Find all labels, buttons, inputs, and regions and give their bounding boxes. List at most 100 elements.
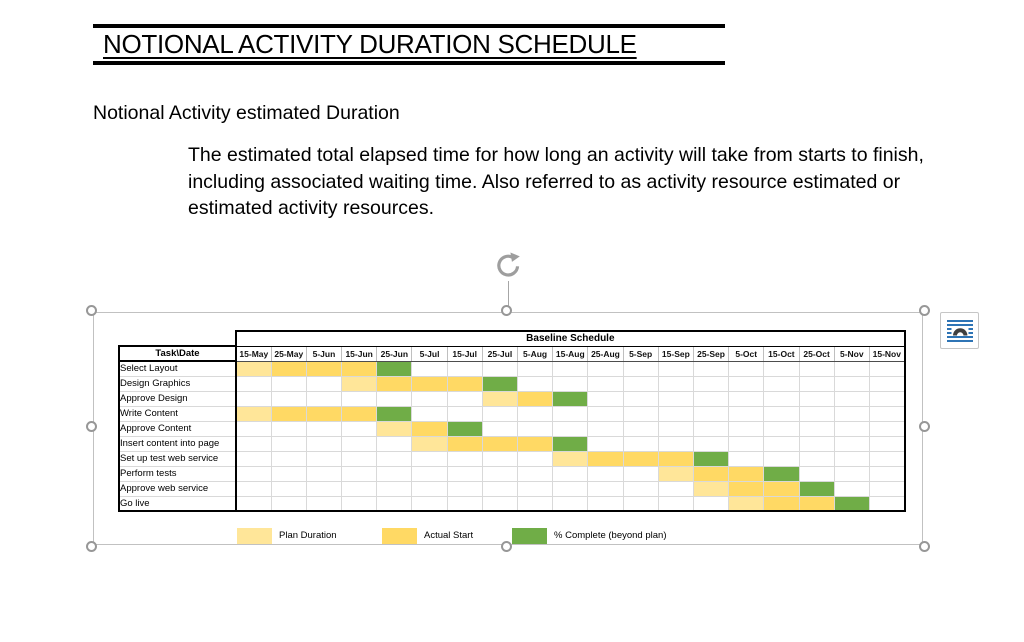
empty-cell (728, 435, 765, 452)
empty-cell (692, 375, 730, 392)
actual-cell (516, 435, 554, 452)
chart-legend: Plan Duration Actual Start % Complete (bey… (118, 527, 906, 545)
actual-cell (481, 435, 519, 452)
empty-cell (868, 450, 906, 467)
empty-cell (341, 495, 378, 512)
layout-options-button[interactable] (940, 312, 979, 349)
resize-handle-top-right[interactable] (919, 305, 930, 316)
empty-cell (763, 450, 800, 467)
empty-cell (763, 360, 800, 377)
empty-cell (798, 465, 835, 482)
empty-cell (622, 435, 659, 452)
empty-cell (657, 435, 694, 452)
rotate-handle-icon[interactable] (493, 250, 523, 280)
plan-cell (692, 480, 730, 497)
legend-swatch (512, 527, 547, 544)
task-name-cell: Set up test web service (118, 451, 237, 467)
actual-cell (305, 405, 343, 422)
empty-cell (728, 360, 765, 377)
empty-cell (587, 420, 624, 437)
empty-cell (270, 465, 307, 482)
rotate-handle-stem (507, 281, 509, 306)
empty-cell (833, 465, 870, 482)
task-date-corner-cell: Task\Date (118, 345, 237, 362)
empty-cell (552, 360, 589, 377)
empty-cell (833, 420, 870, 437)
resize-handle-middle-right[interactable] (919, 421, 930, 432)
empty-cell (446, 450, 483, 467)
empty-cell (235, 465, 272, 482)
date-header: 25-Sep (692, 345, 729, 362)
task-row: Design Graphics (118, 375, 906, 392)
empty-cell (270, 390, 307, 407)
empty-cell (622, 375, 659, 392)
empty-cell (411, 450, 448, 467)
plan-cell (376, 420, 413, 437)
date-header: 15-Oct (763, 345, 799, 362)
empty-cell (833, 450, 870, 467)
date-header: 25-Oct (798, 345, 835, 362)
empty-cell (446, 360, 483, 377)
legend-label: Actual Start (424, 530, 474, 541)
empty-cell (622, 360, 659, 377)
legend-label: % Complete (beyond plan) (554, 530, 667, 541)
definition-paragraph: The estimated total elapsed time for how… (188, 144, 924, 219)
empty-cell (341, 435, 378, 452)
empty-cell (798, 450, 835, 467)
date-header: 25-Jul (481, 345, 518, 362)
task-row: Go live (118, 495, 906, 512)
legend-item: Plan Duration (237, 527, 337, 544)
empty-cell (868, 375, 906, 392)
resize-handle-top-center[interactable] (500, 305, 512, 316)
task-name-cell: Go live (118, 496, 237, 512)
empty-cell (728, 405, 765, 422)
empty-cell (657, 495, 694, 512)
empty-cell (446, 390, 483, 407)
date-header: 5-Jul (411, 345, 448, 362)
empty-cell (657, 375, 694, 392)
task-name-cell: Select Layout (118, 361, 237, 377)
empty-cell (587, 390, 624, 407)
empty-cell (516, 495, 554, 512)
actual-cell (341, 405, 378, 422)
empty-cell (552, 480, 589, 497)
empty-cell (552, 495, 589, 512)
empty-cell (798, 390, 835, 407)
empty-cell (270, 480, 307, 497)
task-row: Approve web service (118, 480, 906, 497)
actual-cell (657, 450, 694, 467)
empty-cell (341, 465, 378, 482)
empty-cell (763, 375, 800, 392)
complete-cell (763, 465, 800, 482)
complete-cell (376, 360, 413, 377)
task-name-cell: Approve web service (118, 481, 237, 497)
task-row: Set up test web service (118, 450, 906, 467)
plan-cell (235, 405, 272, 422)
task-name-cell: Write Content (118, 406, 237, 422)
complete-cell (798, 480, 835, 497)
resize-handle-top-left[interactable] (86, 305, 97, 316)
plan-cell (481, 390, 519, 407)
actual-cell (728, 465, 765, 482)
date-header: 15-Jul (446, 345, 483, 362)
empty-cell (376, 495, 413, 512)
empty-cell (587, 405, 624, 422)
resize-handle-middle-left[interactable] (86, 421, 97, 432)
empty-cell (798, 405, 835, 422)
empty-cell (305, 495, 343, 512)
empty-cell (516, 465, 554, 482)
empty-cell (446, 465, 483, 482)
empty-cell (270, 495, 307, 512)
empty-cell (798, 420, 835, 437)
empty-cell (657, 480, 694, 497)
empty-cell (587, 480, 624, 497)
empty-cell (868, 360, 906, 377)
date-header: 15-Aug (552, 345, 588, 362)
resize-handle-bottom-right[interactable] (919, 541, 930, 552)
embedded-schedule-object[interactable]: Baseline Schedule Task\Date 15-May 25-May 5-… (118, 330, 906, 512)
empty-cell (411, 360, 448, 377)
resize-handle-bottom-center[interactable] (500, 541, 512, 552)
empty-cell (341, 390, 378, 407)
spacer-cell (119, 331, 236, 346)
resize-handle-bottom-left[interactable] (86, 541, 97, 552)
